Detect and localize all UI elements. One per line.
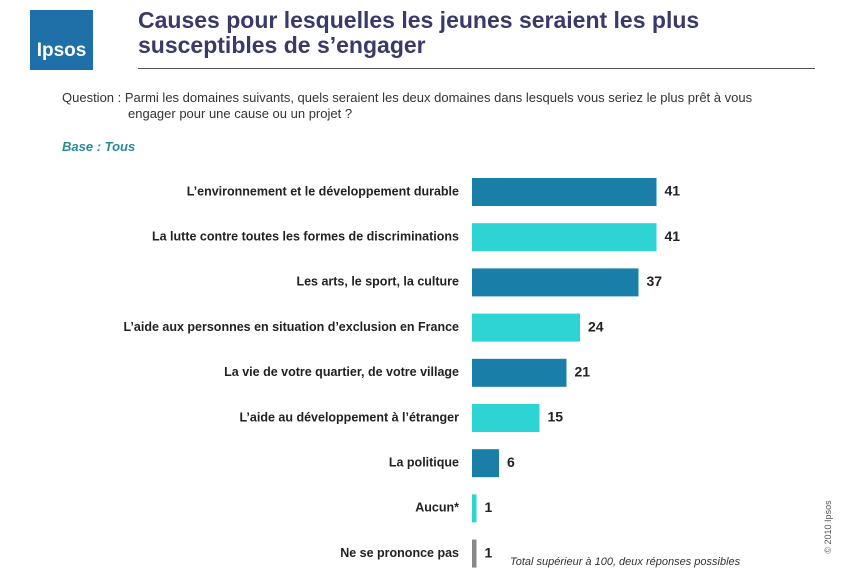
value-label: 6 (507, 454, 515, 470)
copyright: © 2010 Ipsos (823, 500, 833, 554)
category-label: Les arts, le sport, la culture (296, 275, 459, 289)
value-label: 24 (588, 318, 604, 334)
category-label: La vie de votre quartier, de votre villa… (224, 365, 459, 379)
category-label: L’environnement et le développement dura… (187, 184, 459, 198)
bar (472, 178, 657, 206)
category-label: L’aide au développement à l’étranger (239, 410, 459, 424)
value-label: 1 (485, 544, 493, 560)
category-label: La politique (389, 455, 459, 469)
category-label: L’aide aux personnes en situation d’excl… (123, 320, 459, 334)
question: Question : Parmi les domaines suivants, … (62, 90, 753, 121)
category-label: La lutte contre toutes les formes de dis… (152, 229, 459, 243)
bar (472, 494, 477, 523)
bar (472, 449, 499, 478)
base: Base : Tous (62, 139, 136, 154)
bar (472, 268, 639, 297)
value-label: 21 (575, 364, 591, 380)
title-rule (138, 68, 815, 69)
footnote: Total supérieur à 100, deux réponses pos… (510, 556, 741, 568)
value-label: 41 (665, 183, 681, 199)
bar (472, 223, 657, 252)
bar (472, 539, 477, 568)
chart-title: Causes pour lesquelles les jeunes seraie… (138, 7, 700, 58)
bar (472, 313, 580, 342)
value-label: 37 (647, 273, 663, 289)
category-label: Aucun* (415, 501, 459, 515)
value-label: 41 (665, 228, 681, 244)
category-label: Ne se prononce pas (340, 546, 459, 560)
bar (472, 404, 540, 432)
logo: Ipsos (30, 10, 93, 70)
value-label: 1 (485, 499, 493, 515)
value-label: 15 (548, 409, 564, 425)
bar (472, 358, 567, 387)
